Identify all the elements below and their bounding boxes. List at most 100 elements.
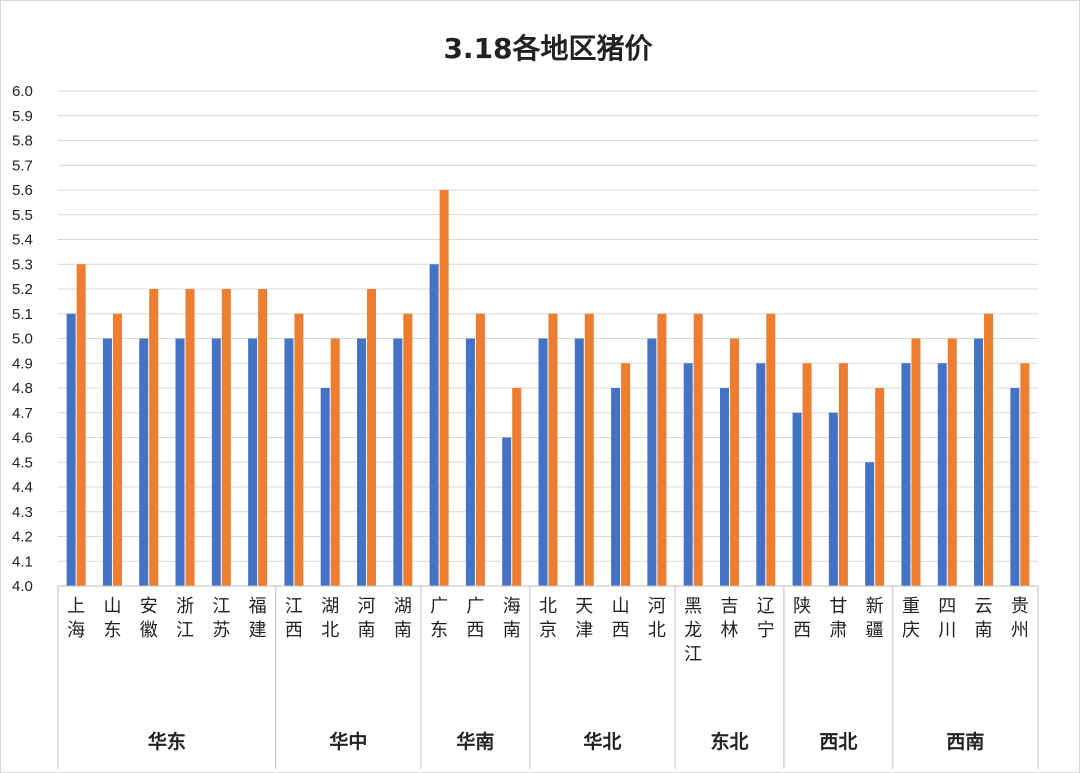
bar — [211, 338, 221, 586]
bar — [465, 338, 475, 586]
bar — [729, 338, 739, 586]
bar — [647, 338, 657, 586]
x-category-label: 湖北 — [321, 596, 339, 641]
y-tick-label: 5.2 — [12, 281, 33, 298]
bar — [538, 338, 548, 586]
bar — [502, 437, 512, 586]
bar — [719, 388, 729, 586]
y-tick-label: 4.2 — [12, 529, 33, 546]
bar — [429, 264, 439, 586]
bar — [756, 363, 766, 586]
x-category-label: 云南 — [975, 596, 993, 641]
bar — [330, 338, 340, 586]
bar — [621, 363, 631, 586]
bar — [357, 338, 367, 586]
x-category-label: 陕西 — [793, 596, 811, 641]
bar — [1020, 363, 1030, 586]
x-category-label: 天津 — [575, 596, 593, 641]
bar — [367, 289, 377, 586]
group-label: 西北 — [819, 731, 857, 753]
x-category-label: 山西 — [612, 596, 630, 641]
y-tick-label: 5.8 — [12, 133, 33, 150]
bar — [185, 289, 195, 586]
group-label: 华南 — [456, 730, 494, 753]
bar — [258, 289, 268, 586]
bar — [911, 338, 921, 586]
y-tick-label: 5.3 — [12, 256, 33, 273]
group-label: 华东 — [148, 730, 186, 753]
x-category-label: 重庆 — [902, 596, 920, 641]
x-category-label: 河南 — [358, 596, 376, 641]
x-category-label: 浙江 — [176, 596, 194, 641]
group-label: 华中 — [329, 730, 367, 753]
bar — [149, 289, 159, 586]
bar — [66, 313, 76, 586]
bar — [875, 388, 885, 586]
bar — [294, 313, 304, 586]
x-category-label: 北京 — [539, 596, 557, 641]
bar — [984, 313, 994, 586]
x-category-label: 广东 — [430, 596, 448, 641]
x-category-label: 甘肃 — [829, 596, 847, 641]
bar — [139, 338, 149, 586]
group-label: 华北 — [583, 730, 621, 753]
bar — [947, 338, 957, 586]
group-label: 东北 — [710, 730, 748, 753]
bar — [1010, 388, 1020, 586]
bar — [657, 313, 667, 586]
bar — [102, 338, 112, 586]
y-tick-label: 4.3 — [12, 504, 33, 521]
bar — [937, 363, 947, 586]
bar — [112, 313, 122, 586]
bar — [403, 313, 413, 586]
y-tick-label: 5.1 — [12, 306, 33, 323]
y-tick-label: 5.0 — [12, 331, 33, 348]
x-category-label: 新疆 — [866, 596, 884, 641]
bar — [248, 338, 258, 586]
bar — [548, 313, 558, 586]
y-tick-label: 4.6 — [12, 430, 33, 447]
bar — [974, 338, 984, 586]
x-category-label: 上海 — [67, 596, 85, 641]
bar — [828, 412, 838, 586]
y-tick-label: 4.4 — [12, 479, 33, 496]
y-tick-label: 5.7 — [12, 157, 33, 174]
x-category-label: 贵州 — [1011, 596, 1029, 641]
x-category-label: 安徽 — [140, 596, 158, 641]
group-label: 西南 — [946, 731, 984, 753]
y-tick-label: 5.6 — [12, 182, 33, 199]
bar — [284, 338, 294, 586]
x-category-label: 海南 — [503, 596, 521, 641]
y-tick-label: 5.4 — [12, 232, 33, 249]
bar — [439, 190, 449, 586]
y-tick-label: 5.5 — [12, 207, 33, 224]
y-tick-label: 4.1 — [12, 553, 33, 570]
x-category-label: 福建 — [249, 596, 267, 641]
bar — [865, 462, 875, 586]
x-category-label: 黑龙江 — [684, 596, 702, 665]
bar — [320, 388, 330, 586]
x-category-label: 吉林 — [720, 596, 738, 641]
bar — [792, 412, 802, 586]
y-tick-label: 4.7 — [12, 405, 33, 422]
y-tick-label: 5.9 — [12, 108, 33, 125]
x-category-label: 江苏 — [212, 596, 230, 641]
y-tick-label: 4.0 — [12, 578, 33, 595]
x-category-label: 山东 — [103, 596, 121, 641]
y-tick-label: 4.5 — [12, 454, 33, 471]
x-category-label: 辽宁 — [757, 596, 775, 641]
bar — [574, 338, 584, 586]
bar — [611, 388, 621, 586]
y-tick-label: 4.8 — [12, 380, 33, 397]
bar — [693, 313, 703, 586]
bar — [175, 338, 185, 586]
bar — [221, 289, 231, 586]
bar — [802, 363, 812, 586]
bar — [838, 363, 848, 586]
x-category-label: 广西 — [466, 596, 484, 641]
y-tick-label: 4.9 — [12, 355, 33, 372]
x-category-label: 湖南 — [394, 596, 412, 641]
y-tick-label: 6.0 — [12, 83, 33, 100]
x-category-label: 河北 — [648, 596, 666, 641]
